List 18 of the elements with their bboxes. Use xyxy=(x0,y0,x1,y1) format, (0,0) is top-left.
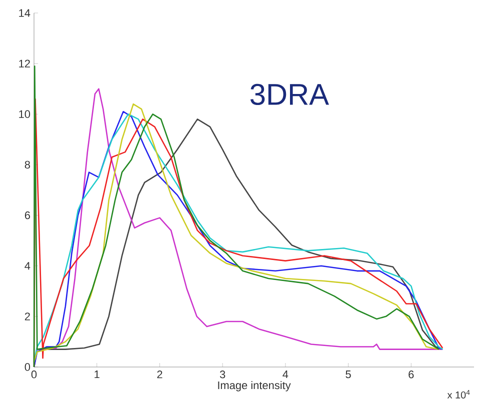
y-tick-label: 8 xyxy=(24,160,30,169)
y-tick-label: 12 xyxy=(19,60,30,68)
annotation: 3DRA xyxy=(250,84,329,105)
x-axis-title: Image intensity xyxy=(218,381,291,392)
x-tick-label: 0 xyxy=(31,370,37,378)
x-tick-label: 4 xyxy=(282,370,288,378)
y-tick-label: 0 xyxy=(24,363,30,371)
text: x 10$^{4}$ xyxy=(447,390,470,398)
x-tick-label: 6 xyxy=(408,370,414,378)
y-tick-label: 14 xyxy=(19,9,30,17)
x-tick-label: 1 xyxy=(94,370,100,378)
x-tick-label: 5 xyxy=(346,370,351,378)
y-tick-label: 4 xyxy=(24,262,30,270)
y-tick-label: 10 xyxy=(19,110,30,118)
y-tick-label: 2 xyxy=(24,312,30,320)
y-tick-label: 6 xyxy=(24,211,30,220)
x-tick-label: 3 xyxy=(220,370,226,378)
x-tick-label: 2 xyxy=(157,370,162,378)
